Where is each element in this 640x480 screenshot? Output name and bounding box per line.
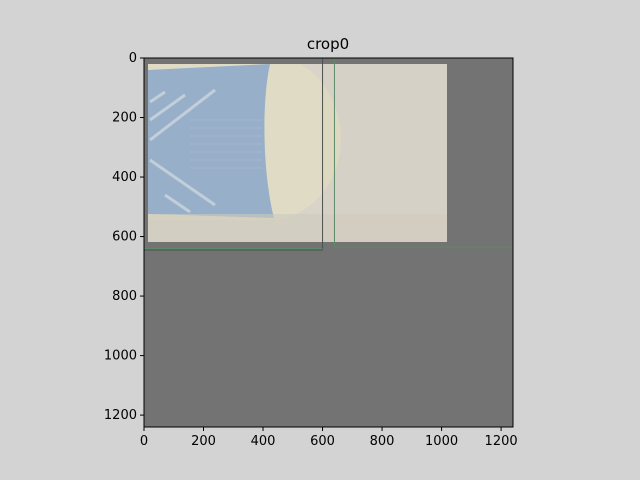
plot-area	[143, 57, 514, 428]
x-tick-label: 1000	[425, 434, 458, 449]
crop-overlay	[148, 64, 322, 242]
y-tick-label: 0	[129, 51, 137, 66]
photo-bottom-band	[148, 214, 447, 242]
sock-stripes	[149, 88, 216, 214]
y-tick-label: 1000	[104, 349, 137, 364]
overlay-lines	[144, 58, 513, 251]
y-tick-label: 600	[112, 230, 137, 245]
y-tick-label: 1200	[104, 408, 137, 423]
y-tick-label: 800	[112, 289, 137, 304]
chart-title: crop0	[307, 35, 349, 53]
x-tick-label: 0	[140, 434, 148, 449]
x-tick-label: 200	[191, 434, 216, 449]
y-axis: 0 200 400 600 800 1000 1200	[104, 51, 144, 423]
x-tick-label: 400	[251, 434, 276, 449]
axes-frame	[143, 57, 514, 428]
x-tick-label: 600	[310, 434, 335, 449]
photo-image	[148, 64, 447, 242]
x-axis: 0 200 400 600 800 1000 1200	[140, 427, 518, 449]
y-tick-label: 400	[112, 170, 137, 185]
sock-knit-texture	[190, 119, 262, 169]
y-tick-label: 200	[112, 111, 137, 126]
x-tick-label: 800	[370, 434, 395, 449]
x-tick-label: 1200	[485, 434, 518, 449]
